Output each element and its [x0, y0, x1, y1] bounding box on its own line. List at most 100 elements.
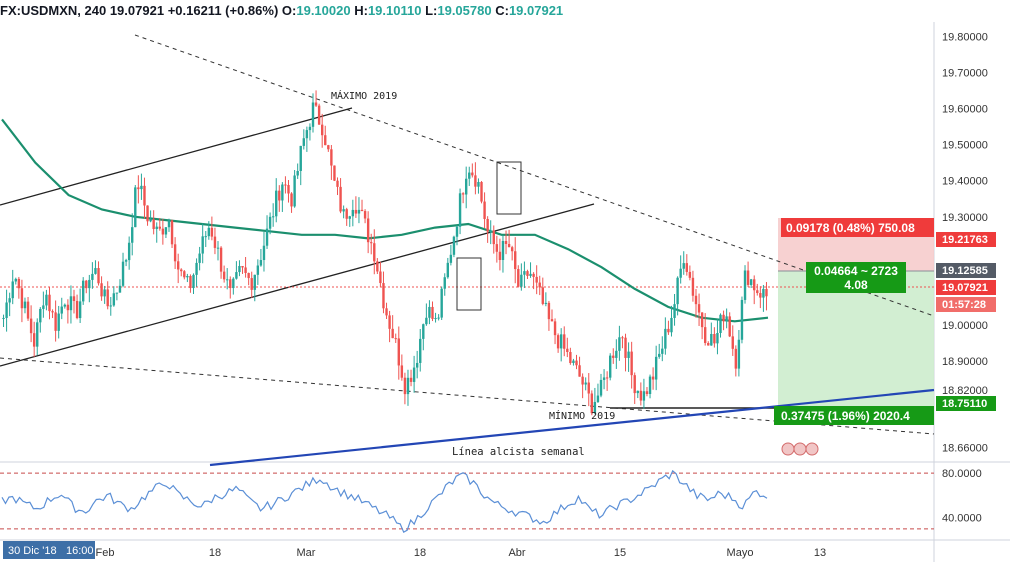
- candle[interactable]: [164, 227, 168, 239]
- candle-body[interactable]: [517, 269, 520, 287]
- candle-body[interactable]: [320, 124, 324, 136]
- candle[interactable]: [247, 272, 250, 286]
- candle[interactable]: [183, 270, 186, 280]
- candle-body[interactable]: [336, 180, 339, 187]
- candle[interactable]: [412, 355, 416, 393]
- candle[interactable]: [639, 382, 643, 406]
- candle-body[interactable]: [207, 227, 211, 237]
- candle-body[interactable]: [293, 175, 296, 207]
- candle-body[interactable]: [253, 274, 256, 290]
- candle[interactable]: [550, 309, 554, 322]
- candle-body[interactable]: [299, 145, 302, 171]
- candle[interactable]: [544, 292, 548, 307]
- candle[interactable]: [23, 297, 27, 314]
- moving-average-line[interactable]: [1, 118, 769, 323]
- candle-body[interactable]: [664, 328, 667, 349]
- candle[interactable]: [440, 286, 443, 321]
- candle-body[interactable]: [63, 304, 67, 307]
- candle[interactable]: [11, 269, 14, 305]
- candle-body[interactable]: [20, 288, 24, 309]
- candle[interactable]: [707, 341, 710, 346]
- candle[interactable]: [633, 372, 636, 404]
- candle[interactable]: [673, 293, 676, 326]
- candle-body[interactable]: [106, 289, 109, 307]
- candle[interactable]: [406, 369, 410, 406]
- candle[interactable]: [504, 230, 508, 255]
- candle-body[interactable]: [688, 271, 692, 278]
- candle[interactable]: [492, 225, 495, 254]
- candle[interactable]: [624, 333, 627, 372]
- candle-body[interactable]: [667, 328, 670, 333]
- candle[interactable]: [740, 296, 744, 344]
- candle-body[interactable]: [621, 337, 624, 339]
- candle-body[interactable]: [232, 278, 235, 289]
- candle[interactable]: [507, 229, 511, 248]
- candle[interactable]: [728, 312, 731, 338]
- candle[interactable]: [569, 347, 572, 365]
- candle[interactable]: [468, 166, 471, 186]
- candle-body[interactable]: [510, 247, 514, 252]
- candle[interactable]: [250, 271, 253, 298]
- us-flag-icon[interactable]: [781, 442, 795, 456]
- candle-body[interactable]: [446, 262, 450, 278]
- candle[interactable]: [391, 315, 394, 339]
- candle-body[interactable]: [544, 302, 548, 304]
- candle[interactable]: [563, 326, 566, 357]
- candle[interactable]: [498, 238, 502, 271]
- candle[interactable]: [75, 294, 79, 320]
- candle-body[interactable]: [428, 306, 431, 318]
- candle[interactable]: [756, 283, 759, 296]
- candle-body[interactable]: [532, 273, 535, 277]
- candle[interactable]: [415, 350, 419, 379]
- candle[interactable]: [529, 262, 532, 278]
- candle[interactable]: [85, 279, 88, 294]
- candle[interactable]: [287, 180, 290, 203]
- candle-body[interactable]: [161, 228, 165, 235]
- candle[interactable]: [746, 261, 750, 288]
- candle-body[interactable]: [710, 333, 713, 346]
- candle[interactable]: [311, 93, 315, 133]
- candle[interactable]: [734, 345, 738, 377]
- candle[interactable]: [403, 372, 407, 405]
- candle-body[interactable]: [183, 271, 186, 278]
- candle[interactable]: [238, 260, 241, 277]
- candle[interactable]: [535, 265, 538, 295]
- candle-body[interactable]: [504, 240, 508, 244]
- candle[interactable]: [336, 177, 339, 196]
- candle-body[interactable]: [590, 393, 594, 414]
- candle-body[interactable]: [461, 193, 465, 195]
- candle[interactable]: [520, 263, 523, 291]
- candle[interactable]: [523, 261, 526, 288]
- candle-body[interactable]: [100, 283, 103, 297]
- candle-body[interactable]: [673, 304, 676, 318]
- candle[interactable]: [54, 300, 57, 342]
- candle[interactable]: [48, 286, 51, 320]
- candle-body[interactable]: [314, 102, 318, 106]
- candle[interactable]: [587, 373, 590, 407]
- candle-body[interactable]: [566, 348, 569, 352]
- candle-body[interactable]: [599, 379, 603, 396]
- candle-body[interactable]: [60, 306, 63, 314]
- candle-body[interactable]: [587, 382, 590, 394]
- candle-body[interactable]: [694, 295, 698, 305]
- candle-body[interactable]: [247, 272, 250, 279]
- candle[interactable]: [385, 302, 388, 320]
- candle-body[interactable]: [345, 209, 348, 219]
- candle[interactable]: [275, 178, 278, 223]
- candle[interactable]: [710, 322, 713, 346]
- candle[interactable]: [590, 390, 594, 416]
- candle[interactable]: [213, 227, 217, 255]
- candle-body[interactable]: [265, 228, 269, 246]
- candle-body[interactable]: [501, 240, 505, 260]
- candle[interactable]: [134, 184, 137, 228]
- candle-body[interactable]: [605, 377, 609, 379]
- candle[interactable]: [428, 300, 431, 325]
- candle[interactable]: [69, 285, 73, 324]
- candle[interactable]: [91, 262, 94, 289]
- candle[interactable]: [697, 293, 701, 326]
- candle-body[interactable]: [155, 226, 158, 230]
- candle[interactable]: [612, 348, 615, 364]
- candle-body[interactable]: [308, 126, 312, 131]
- candle-body[interactable]: [409, 377, 413, 382]
- candle[interactable]: [121, 252, 125, 288]
